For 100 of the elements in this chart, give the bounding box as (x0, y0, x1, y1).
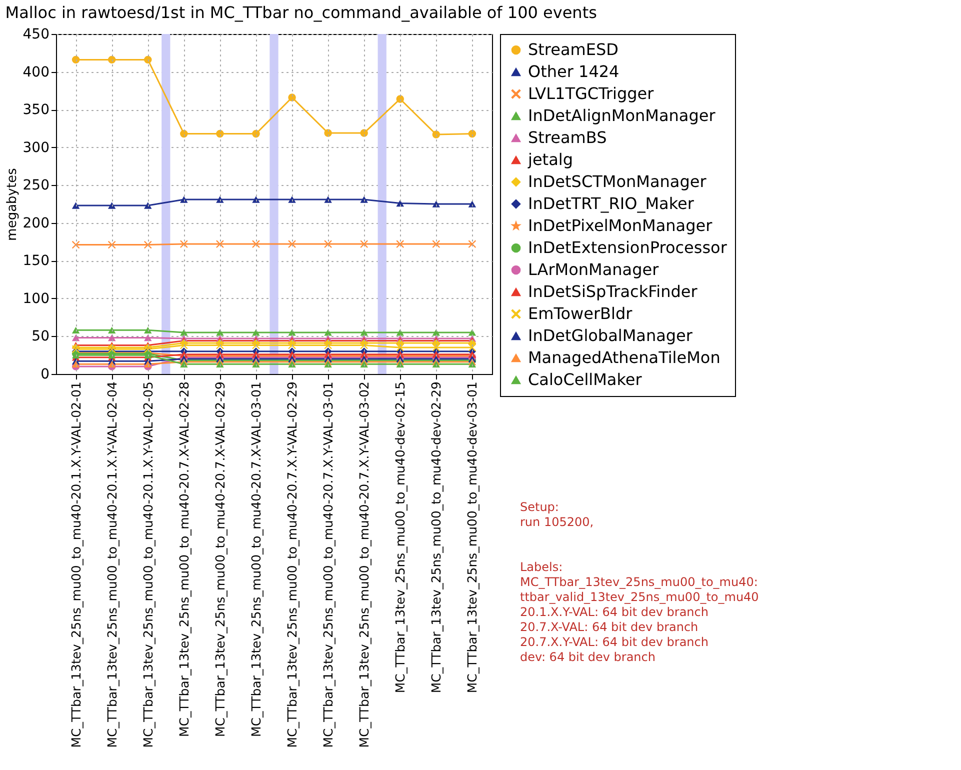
point (108, 326, 116, 334)
y-tick-label: 350 (22, 102, 50, 118)
point (252, 341, 260, 350)
point (324, 196, 332, 203)
point (144, 202, 152, 209)
x-tick-label: MC_TTbar_13tev_25ns_mu00_to_mu40-20.1.X.Y-VAL-02-05 (140, 382, 156, 748)
x-tick-label: MC_TTbar_13tev_25ns_mu00_to_mu40-20.7.X.Y-VAL-03-02 (356, 382, 372, 748)
y-tick-label: 300 (22, 140, 50, 156)
y-tick-label: 100 (22, 290, 50, 307)
point (432, 240, 440, 248)
point (468, 200, 476, 208)
point (216, 341, 224, 350)
point (252, 240, 260, 248)
point (432, 329, 440, 336)
legend-label: ManagedAthenaTileMon (528, 348, 720, 367)
y-tick-label: 250 (22, 178, 50, 194)
y-tick-label: 0 (40, 366, 50, 382)
point (468, 240, 476, 248)
point (432, 200, 440, 208)
point (324, 240, 332, 248)
point (180, 130, 188, 138)
point (432, 360, 440, 368)
point (288, 341, 296, 350)
x-tick-label: MC_TTbar_13tev_25ns_mu00_to_mu40-20.7.X.Y-VAL-02-29 (284, 381, 300, 748)
legend-label: StreamBS (528, 128, 607, 147)
point (252, 360, 260, 368)
point (72, 326, 80, 334)
point (360, 240, 368, 248)
legend-label: InDetAlignMonManager (528, 106, 716, 125)
point (252, 329, 260, 336)
point (180, 240, 188, 248)
y-tick-label: 150 (22, 253, 50, 270)
point (396, 344, 404, 352)
text: dev: 64 bit dev branch (520, 650, 656, 665)
point (144, 326, 152, 334)
legend-label: InDetExtensionProcessor (528, 238, 728, 257)
x-tick-label: MC_TTbar_13tev_25ns_mu00_to_mu40-dev-02-29 (428, 381, 444, 694)
point (72, 360, 80, 368)
text: MC_TTbar_13tev_25ns_mu00_to_mu40: ttbar_valid_13tev_25ns_mu00_to_mu40 (520, 575, 760, 605)
x-tick-label: MC_TTbar_13tev_25ns_mu00_to_mu40-20.1.X.Y-VAL-02-04 (104, 381, 120, 748)
point (360, 329, 368, 336)
x-tick-label: MC_TTbar_13tev_25ns_mu00_to_mu40-20.7.X-VAL-03-01 (248, 382, 264, 738)
point (360, 196, 368, 203)
x-tick-label: MC_TTbar_13tev_25ns_mu00_to_mu40-20.7.X-VAL-02-28 (176, 381, 192, 738)
point (252, 196, 260, 203)
point (468, 130, 476, 138)
x-tick-label: MC_TTbar_13tev_25ns_mu00_to_mu40-20.7.X-VAL-02-29 (212, 381, 228, 738)
x-tick-label: MC_TTbar_13tev_25ns_mu00_to_mu40-20.1.X.Y-VAL-02-01 (68, 382, 84, 748)
point (432, 130, 440, 138)
point (72, 56, 80, 64)
point (468, 329, 476, 336)
text: 20.1.X.Y-VAL: 64 bit dev branch (520, 605, 710, 620)
legend-label: EmTowerBldr (528, 304, 633, 323)
point (72, 202, 80, 209)
point (324, 329, 332, 336)
y-tick-label: 200 (22, 215, 50, 232)
point (396, 329, 404, 336)
point (288, 360, 296, 368)
x-tick-label: MC_TTbar_13tev_25ns_mu00_to_mu40-20.7.X.Y-VAL-03-01 (320, 382, 336, 748)
legend-label: InDetTRT_RIO_Maker (528, 194, 694, 213)
point (144, 360, 152, 368)
text: run 105200, (520, 515, 595, 530)
point (396, 240, 404, 248)
point (180, 329, 188, 336)
text: Labels: (520, 560, 564, 575)
point (288, 196, 296, 203)
y-tick-label: 400 (22, 64, 50, 80)
legend-label: InDetGlobalManager (528, 326, 693, 345)
x-tick-label: MC_TTbar_13tev_25ns_mu00_to_mu40-dev-02-15 (392, 382, 408, 694)
point (252, 130, 260, 138)
point (360, 360, 368, 368)
y-tick-label: 450 (22, 26, 50, 42)
point (432, 344, 440, 352)
point (396, 95, 404, 103)
point (288, 329, 296, 336)
legend-label: InDetSCTMonManager (528, 172, 707, 191)
point (180, 360, 188, 368)
point (288, 240, 296, 248)
legend-label: LVL1TGCTrigger (528, 84, 654, 103)
point (324, 341, 332, 350)
legend-label: InDetSiSpTrackFinder (528, 282, 698, 301)
point (144, 56, 152, 64)
legend-label: Other 1424 (528, 62, 620, 81)
legend-label: LArMonManager (528, 260, 660, 279)
text: Setup: (520, 500, 560, 515)
point (216, 130, 224, 138)
y-tick-label: 50 (32, 328, 50, 345)
text: 20.7.X-VAL: 64 bit dev branch (520, 620, 700, 635)
point (108, 360, 116, 368)
point (324, 360, 332, 368)
point (468, 344, 476, 352)
legend-label: StreamESD (528, 40, 618, 59)
point (216, 196, 224, 203)
point (216, 329, 224, 336)
point (108, 202, 116, 209)
text: 20.7.X.Y-VAL: 64 bit dev branch (520, 635, 710, 650)
chart-title: Malloc in rawtoesd/1st in MC_TTbar no_command_available of 100 events (5, 3, 597, 22)
point (108, 56, 116, 64)
x-tick-label: MC_TTbar_13tev_25ns_mu00_to_mu40-dev-03-01 (464, 382, 480, 694)
point (216, 360, 224, 368)
